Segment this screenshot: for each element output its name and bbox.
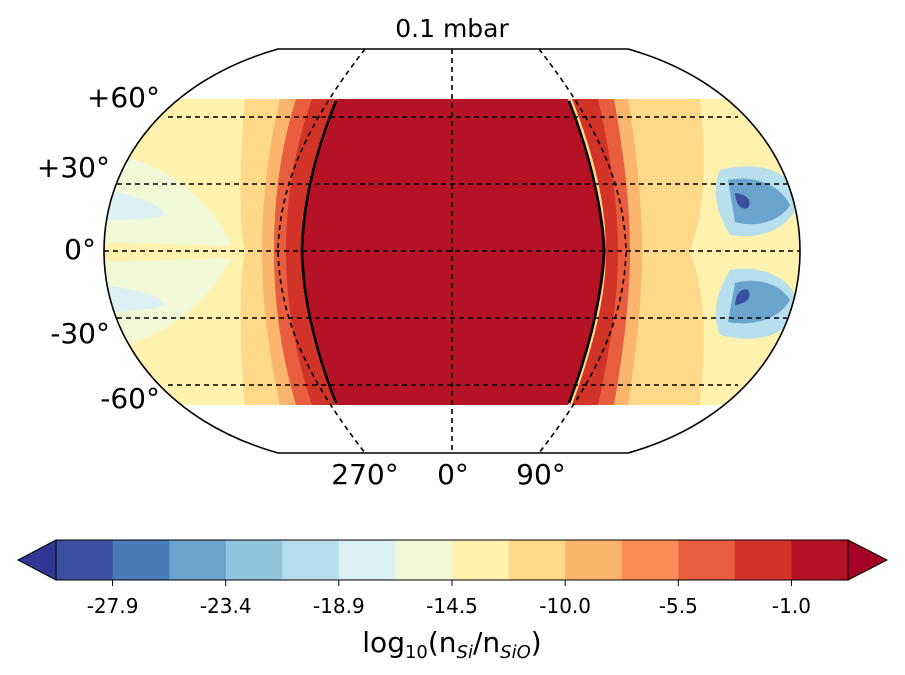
west-terminator-red: [286, 99, 336, 405]
colorbar-label: log10(nSi/nSiO): [362, 626, 541, 663]
colorbar-segments: [56, 540, 849, 580]
colorbar-extend-low: [16, 539, 57, 581]
lat-label-30n: +30°: [37, 151, 110, 184]
colorbar-segment: [734, 540, 792, 580]
dayside-region: [300, 99, 606, 405]
map: [103, 48, 801, 454]
latitude-labels: +60° +30° 0° -30° -60°: [37, 81, 160, 415]
meridian-90: [538, 48, 627, 454]
west-contour-cyan-south: [104, 285, 165, 312]
colorbar-segment: [56, 540, 114, 580]
west-contour-cyan: [104, 190, 165, 220]
longitude-labels: 270° 0° 90°: [331, 458, 566, 491]
terminator-west: [300, 100, 338, 404]
lon-label-270: 270°: [331, 458, 398, 491]
colorbar-segment: [791, 540, 849, 580]
east-contour-darkblue: [735, 193, 750, 209]
colorbar-tick-label: -14.5: [426, 594, 478, 618]
colorbar-segment: [338, 540, 396, 580]
colorbar-segment: [621, 540, 679, 580]
lon-label-90: 90°: [516, 458, 566, 491]
east-contour-blue: [728, 178, 790, 225]
east-contour-darkblue-south: [735, 289, 750, 305]
colorbar-segment: [565, 540, 623, 580]
colorbar-segment: [452, 540, 510, 580]
colorbar-tick-label: -5.5: [659, 594, 698, 618]
west-terminator-red-orange: [274, 99, 324, 405]
east-terminator-red-orange: [578, 99, 630, 405]
colorbar-segment: [508, 540, 566, 580]
meridian-270: [277, 48, 366, 454]
colorbar-tick-label: -27.9: [87, 594, 139, 618]
lon-label-0: 0°: [437, 458, 469, 491]
lat-label-60s: -60°: [100, 382, 160, 415]
parallel-grid: [104, 116, 800, 386]
colorbar-segment: [678, 540, 736, 580]
colorbar-ticks: -27.9 -23.4 -18.9 -14.5 -10.0 -5.5 -1.0: [87, 580, 811, 618]
chart-title: 0.1 mbar: [395, 14, 509, 43]
lat-label-30s: -30°: [50, 317, 110, 350]
colorbar-tick-label: -10.0: [539, 594, 591, 618]
colorbar-segment: [225, 540, 283, 580]
lat-label-60n: +60°: [87, 81, 160, 114]
colorbar-segment: [282, 540, 340, 580]
west-equator-yellow: [104, 242, 240, 262]
lat-label-0: 0°: [64, 233, 96, 266]
west-terminator-orange: [262, 99, 310, 405]
map-outline: [103, 48, 801, 454]
colorbar-tick-label: -1.0: [772, 594, 811, 618]
colorbar-segment: [169, 540, 227, 580]
colorbar-segment: [112, 540, 170, 580]
colorbar-tick-label: -23.4: [200, 594, 252, 618]
colorbar: -27.9 -23.4 -18.9 -14.5 -10.0 -5.5 -1.0 log10(…: [16, 539, 889, 663]
east-terminator-red: [572, 99, 618, 405]
colorbar-extend-high: [847, 539, 889, 581]
terminator-east: [567, 100, 606, 404]
terminator-lines: [300, 100, 606, 404]
colorbar-tick-label: -18.9: [313, 594, 365, 618]
contour-field: [104, 49, 800, 453]
colorbar-segment: [395, 540, 453, 580]
